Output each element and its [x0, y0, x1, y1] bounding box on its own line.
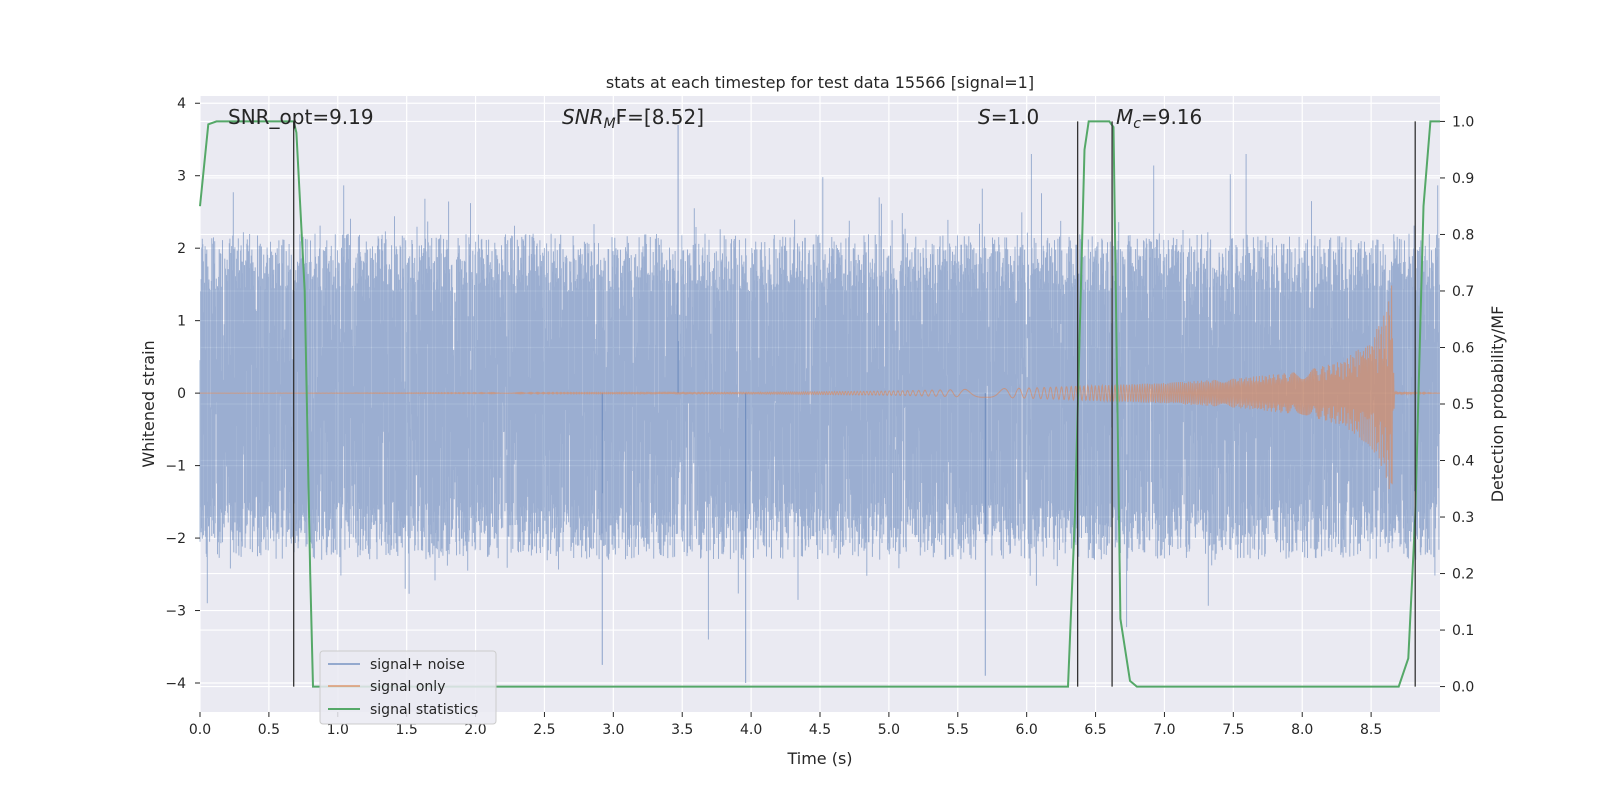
signal-series-layer — [200, 285, 1440, 490]
y2-tick-label: 0.4 — [1452, 454, 1474, 470]
annotation-mc-sub: c — [1133, 116, 1141, 132]
x-tick-label: 1.0 — [327, 722, 349, 738]
y-tick-label: 4 — [177, 96, 186, 112]
x-tick-layer: 0.0 0.5 1.0 1.5 2.0 2.5 3.0 3.5 4.0 4.5 5.0 5.5 6.0 6… — [189, 712, 1382, 738]
y2-tick-label: 0.0 — [1452, 680, 1474, 696]
legend-label-signal: signal only — [370, 679, 445, 695]
annotation-s-rest: =1.0 — [991, 105, 1040, 129]
x-tick-label: 4.5 — [809, 722, 831, 738]
legend-box — [319, 650, 497, 725]
x-tick-label: 1.5 — [396, 722, 418, 738]
annotation-mc: Mc=9.16 — [1116, 105, 1202, 132]
x-tick-label: 3.5 — [671, 722, 693, 738]
y2-tick-label: 0.6 — [1452, 340, 1474, 356]
y-tick-label: 3 — [177, 169, 186, 185]
x-tick-label: 7.5 — [1222, 722, 1244, 738]
x-tick-label: 3.0 — [602, 722, 624, 738]
annotation-s: S=1.0 — [978, 105, 1039, 129]
y2-tick-label: 0.1 — [1452, 623, 1474, 639]
legend: signal+ noise signal only signal statist… — [319, 650, 497, 725]
vertical-lines-layer — [293, 121, 1416, 687]
x-tick-label: 6.5 — [1084, 722, 1106, 738]
y-tick-label: 0 — [177, 386, 186, 402]
x-tick-label: 2.0 — [464, 722, 486, 738]
y2-tick-label: 0.7 — [1452, 284, 1474, 300]
annotation-snr-mf-sub: M — [604, 116, 616, 132]
y-tick-layer: 4 3 2 1 0 −1 −2 −3 −4 — [165, 96, 200, 692]
y-axis-label: Whitened strain — [139, 340, 158, 467]
stats-line — [199, 120, 1440, 688]
legend-label-stats: signal statistics — [370, 702, 478, 718]
x-axis-label: Time (s) — [786, 749, 852, 768]
x-tick-label: 2.5 — [533, 722, 555, 738]
annotation-snr-mf-main: SNR — [562, 105, 604, 129]
x-tick-label: 0.5 — [258, 722, 280, 738]
stats-series-layer — [199, 120, 1440, 688]
y2-tick-label: 1.0 — [1452, 114, 1474, 130]
y-tick-label: 2 — [177, 241, 186, 257]
annotation-s-main: S — [978, 105, 991, 129]
legend-label-noise: signal+ noise — [370, 657, 465, 673]
x-tick-label: 6.0 — [1016, 722, 1038, 738]
x-tick-label: 8.5 — [1360, 722, 1382, 738]
y2-tick-layer: 1.0 0.9 0.8 0.7 0.6 0.5 0.4 0.3 0.2 0.1 0.0 — [1440, 114, 1474, 696]
y2-tick-label: 0.9 — [1452, 171, 1474, 187]
chart-title: stats at each timestep for test data 155… — [606, 73, 1034, 92]
y2-axis-label: Detection probability/MF — [1488, 306, 1507, 503]
x-tick-label: 8.0 — [1291, 722, 1313, 738]
y-tick-label: −2 — [165, 531, 186, 547]
y2-tick-label: 0.8 — [1452, 227, 1474, 243]
x-tick-label: 4.0 — [740, 722, 762, 738]
annotation-snr-mf-rest: F=[8.52] — [616, 105, 704, 129]
y-tick-label: 1 — [177, 314, 186, 330]
x-tick-label: 5.0 — [878, 722, 900, 738]
annotation-snr-opt: SNR_opt=9.19 — [228, 105, 374, 129]
annotation-mc-rest: =9.16 — [1141, 105, 1202, 129]
x-tick-label: 0.0 — [189, 722, 211, 738]
y-tick-label: −3 — [165, 604, 186, 620]
signal-trace — [200, 285, 1440, 490]
annotation-snr-mf: SNRMF=[8.52] — [562, 105, 704, 132]
noise-series-layer — [199, 124, 1440, 684]
y2-tick-label: 0.2 — [1452, 567, 1474, 583]
y-tick-label: −4 — [165, 676, 186, 692]
y-tick-label: −1 — [165, 459, 186, 475]
x-tick-label: 7.0 — [1153, 722, 1175, 738]
y2-tick-label: 0.3 — [1452, 510, 1474, 526]
y2-tick-label: 0.5 — [1452, 397, 1474, 413]
x-tick-label: 5.5 — [947, 722, 969, 738]
annotation-mc-main: M — [1116, 105, 1133, 129]
